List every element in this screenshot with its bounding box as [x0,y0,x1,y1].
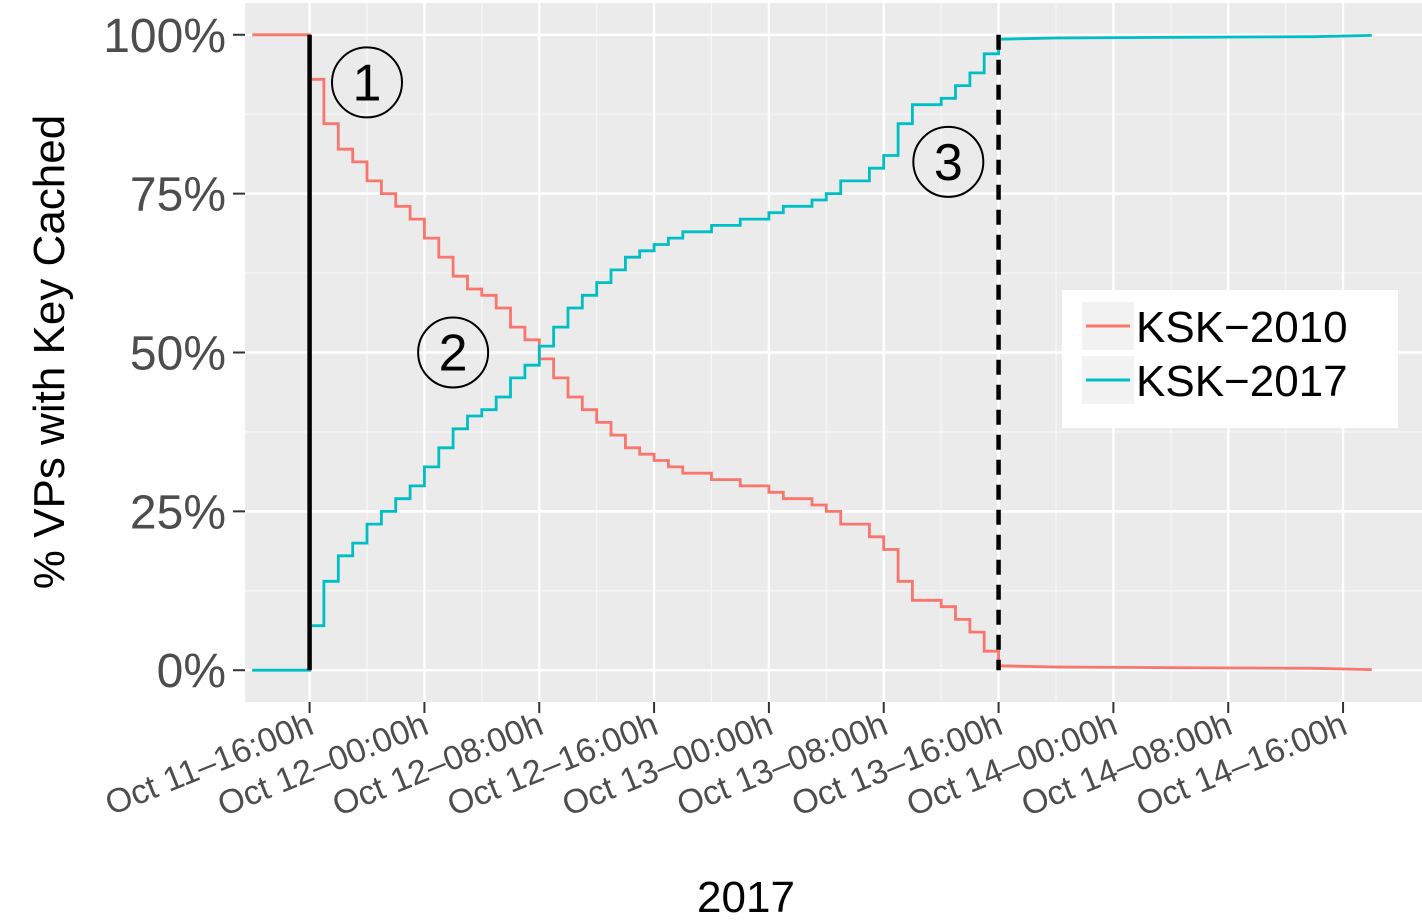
legend: KSK−2010 KSK−2017 [1062,290,1398,428]
y-axis: 0% 25% 50% 75% 100% [103,10,245,698]
y-tick-label: 100% [103,10,226,63]
annotation-circle [912,125,985,198]
annotation-label: 2 [439,325,468,383]
annotation-circle [417,316,490,389]
y-tick-label: 50% [130,328,226,381]
annotations: 1 2 3 [331,46,985,389]
series-line-ksk-2017 [252,34,1372,672]
legend-label-ksk-2010: KSK−2010 [1136,303,1348,352]
y-tick-label: 25% [130,486,226,539]
x-axis-title: 2017 [697,873,795,920]
y-tick-label: 0% [157,645,226,698]
legend-label-ksk-2017: KSK−2017 [1136,357,1348,406]
annotation-label: 3 [934,134,963,192]
y-axis-title: % VPs with Key Cached [25,115,74,589]
series-layer [252,33,1372,672]
annotation-circle [331,46,404,119]
y-tick-label: 75% [130,169,226,222]
series-line-ksk-2010 [252,33,1372,671]
reference-lines [307,34,1001,671]
annotation-label: 1 [353,54,382,112]
